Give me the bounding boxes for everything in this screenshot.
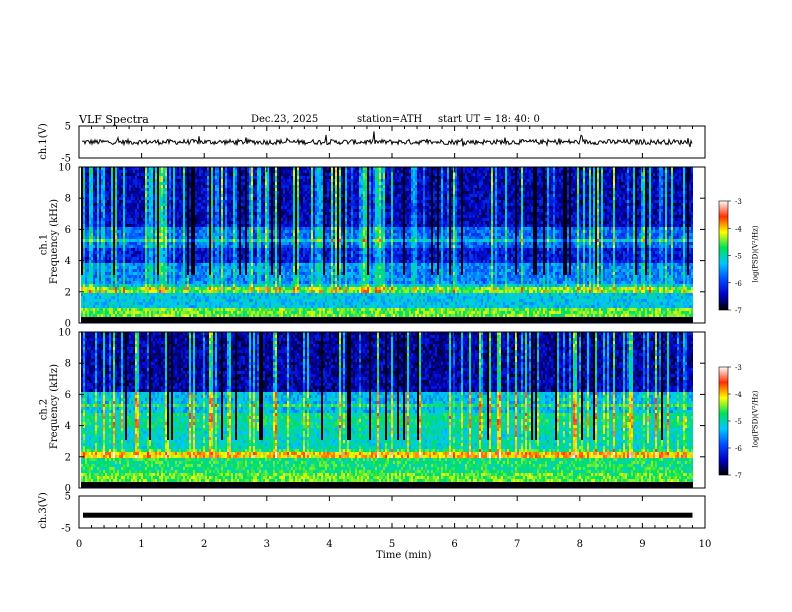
- ch3-trace: [83, 512, 693, 518]
- colorbar-tick-label: -7: [735, 472, 742, 480]
- ytick-label-p3: 2: [65, 452, 71, 463]
- colorbar-tick-label: -5: [735, 418, 742, 426]
- xtick-label: 10: [699, 539, 712, 550]
- colorbar-1: [718, 200, 729, 311]
- station-label: station=ATH: [357, 114, 422, 125]
- xtick-label: 6: [451, 539, 457, 550]
- x-axis-label: Time (min): [376, 550, 431, 561]
- ytick-label-p3: 0: [65, 484, 71, 495]
- start-ut-label: start UT = 18: 40: 0: [438, 114, 540, 125]
- xtick-label: 8: [577, 539, 583, 550]
- xtick-label: 3: [264, 539, 270, 550]
- chart-title: VLF Spectra: [79, 113, 149, 126]
- ytick-label-p2: 4: [65, 256, 71, 267]
- xtick-label: 9: [639, 539, 645, 550]
- colorbar-tick-label: -6: [735, 280, 742, 288]
- ch1-spectrogram: [81, 167, 693, 324]
- colorbar-2: [718, 366, 729, 476]
- ch2-spectrogram-bottom-band: [81, 482, 693, 487]
- ytick-label-p3: 4: [65, 421, 71, 432]
- ytick-label-p3: 6: [65, 390, 71, 401]
- ytick-label-p2: 8: [65, 194, 71, 205]
- xtick-label: 4: [326, 539, 332, 550]
- ytick-label-p4: -5: [61, 524, 71, 535]
- date-label: Dec.23, 2025: [251, 114, 318, 125]
- colorbar-tick-label: -4: [735, 391, 742, 399]
- colorbar-tick-label: -4: [735, 225, 742, 233]
- xtick-label: 5: [389, 539, 395, 550]
- ytick-label-p1: -5: [61, 154, 71, 165]
- xtick-label: 1: [138, 539, 144, 550]
- ytick-label-p3: 8: [65, 359, 71, 370]
- xtick-label: 0: [76, 539, 82, 550]
- ytick-label-p2: 0: [65, 319, 71, 330]
- ytick-label-p4: 5: [65, 492, 71, 503]
- xtick-label: 2: [201, 539, 207, 550]
- ch1-spectrogram-bottom-band: [81, 317, 693, 322]
- colorbar-tick-label: -6: [735, 445, 742, 453]
- ch1-trace: [81, 131, 693, 148]
- ytick-label-p2: 2: [65, 287, 71, 298]
- colorbar-tick-label: -3: [735, 198, 742, 206]
- ytick-label-p2: 6: [65, 225, 71, 236]
- ytick-label-p2: 10: [58, 163, 71, 174]
- ytick-label-p1: 5: [65, 122, 71, 133]
- colorbar-tick-label: -5: [735, 253, 742, 261]
- colorbar-tick-label: -3: [735, 364, 742, 372]
- ytick-label-p3: 10: [58, 328, 71, 339]
- ch2-spectrogram: [81, 332, 693, 489]
- xtick-label: 7: [514, 539, 520, 550]
- colorbar-tick-label: -7: [735, 307, 742, 315]
